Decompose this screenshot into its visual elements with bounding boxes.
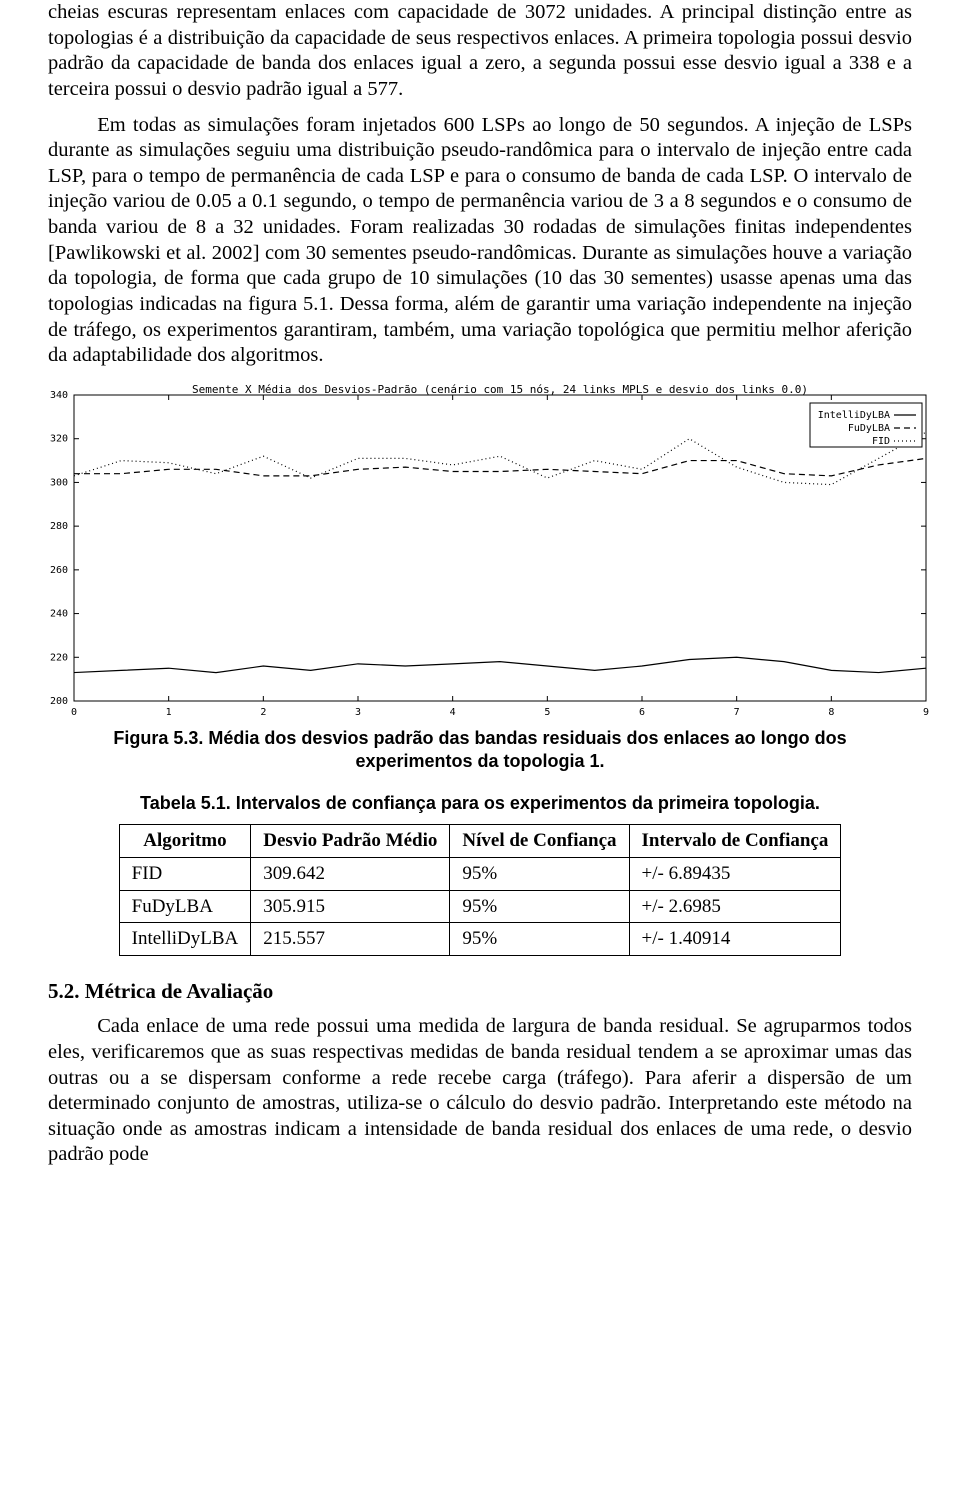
table-cell: +/- 6.89435 bbox=[629, 857, 841, 890]
th-conf-level: Nível de Confiança bbox=[450, 825, 629, 858]
table-header-row: Algoritmo Desvio Padrão Médio Nível de C… bbox=[119, 825, 841, 858]
svg-text:240: 240 bbox=[50, 608, 68, 619]
table-cell: FuDyLBA bbox=[119, 890, 251, 923]
svg-text:2: 2 bbox=[260, 707, 266, 718]
svg-text:300: 300 bbox=[50, 477, 68, 488]
table-cell: 95% bbox=[450, 923, 629, 956]
table-cell: 309.642 bbox=[251, 857, 450, 890]
section-5-2-title: 5.2. Métrica de Avaliação bbox=[48, 978, 912, 1004]
svg-text:Semente X Média dos Desvios-Pa: Semente X Média dos Desvios-Padrão (cená… bbox=[192, 383, 808, 396]
th-std-mean: Desvio Padrão Médio bbox=[251, 825, 450, 858]
svg-text:280: 280 bbox=[50, 521, 68, 532]
table-5-1-caption: Tabela 5.1. Intervalos de confiança para… bbox=[48, 792, 912, 815]
svg-text:8: 8 bbox=[828, 707, 834, 718]
table-row: FID309.64295%+/- 6.89435 bbox=[119, 857, 841, 890]
svg-text:IntelliDyLBA: IntelliDyLBA bbox=[818, 410, 890, 421]
svg-text:9: 9 bbox=[923, 707, 929, 718]
svg-text:7: 7 bbox=[734, 707, 740, 718]
table-row: FuDyLBA305.91595%+/- 2.6985 bbox=[119, 890, 841, 923]
svg-text:5: 5 bbox=[544, 707, 550, 718]
svg-text:FID: FID bbox=[872, 436, 890, 447]
svg-text:4: 4 bbox=[450, 707, 456, 718]
table-cell: 305.915 bbox=[251, 890, 450, 923]
th-algorithm: Algoritmo bbox=[119, 825, 251, 858]
svg-text:1: 1 bbox=[166, 707, 172, 718]
svg-text:220: 220 bbox=[50, 652, 68, 663]
svg-text:0: 0 bbox=[71, 707, 77, 718]
svg-text:340: 340 bbox=[50, 390, 68, 401]
svg-text:3: 3 bbox=[355, 707, 361, 718]
figure-5-3-chart: Semente X Média dos Desvios-Padrão (cená… bbox=[30, 381, 930, 721]
th-conf-int: Intervalo de Confiança bbox=[629, 825, 841, 858]
table-cell: 95% bbox=[450, 857, 629, 890]
table-cell: FID bbox=[119, 857, 251, 890]
svg-text:200: 200 bbox=[50, 696, 68, 707]
table-5-1: Algoritmo Desvio Padrão Médio Nível de C… bbox=[119, 824, 842, 956]
table-cell: +/- 1.40914 bbox=[629, 923, 841, 956]
svg-text:320: 320 bbox=[50, 433, 68, 444]
svg-text:FuDyLBA: FuDyLBA bbox=[848, 423, 890, 434]
table-cell: 215.557 bbox=[251, 923, 450, 956]
table-cell: +/- 2.6985 bbox=[629, 890, 841, 923]
table-cell: IntelliDyLBA bbox=[119, 923, 251, 956]
svg-text:260: 260 bbox=[50, 565, 68, 576]
svg-text:6: 6 bbox=[639, 707, 645, 718]
paragraph-3: Cada enlace de uma rede possui uma medid… bbox=[48, 1014, 912, 1168]
paragraph-1: cheias escuras representam enlaces com c… bbox=[48, 0, 912, 103]
table-cell: 95% bbox=[450, 890, 629, 923]
table-row: IntelliDyLBA215.55795%+/- 1.40914 bbox=[119, 923, 841, 956]
paragraph-2: Em todas as simulações foram injetados 6… bbox=[48, 113, 912, 369]
figure-5-3-caption: Figura 5.3. Média dos desvios padrão das… bbox=[108, 727, 852, 774]
